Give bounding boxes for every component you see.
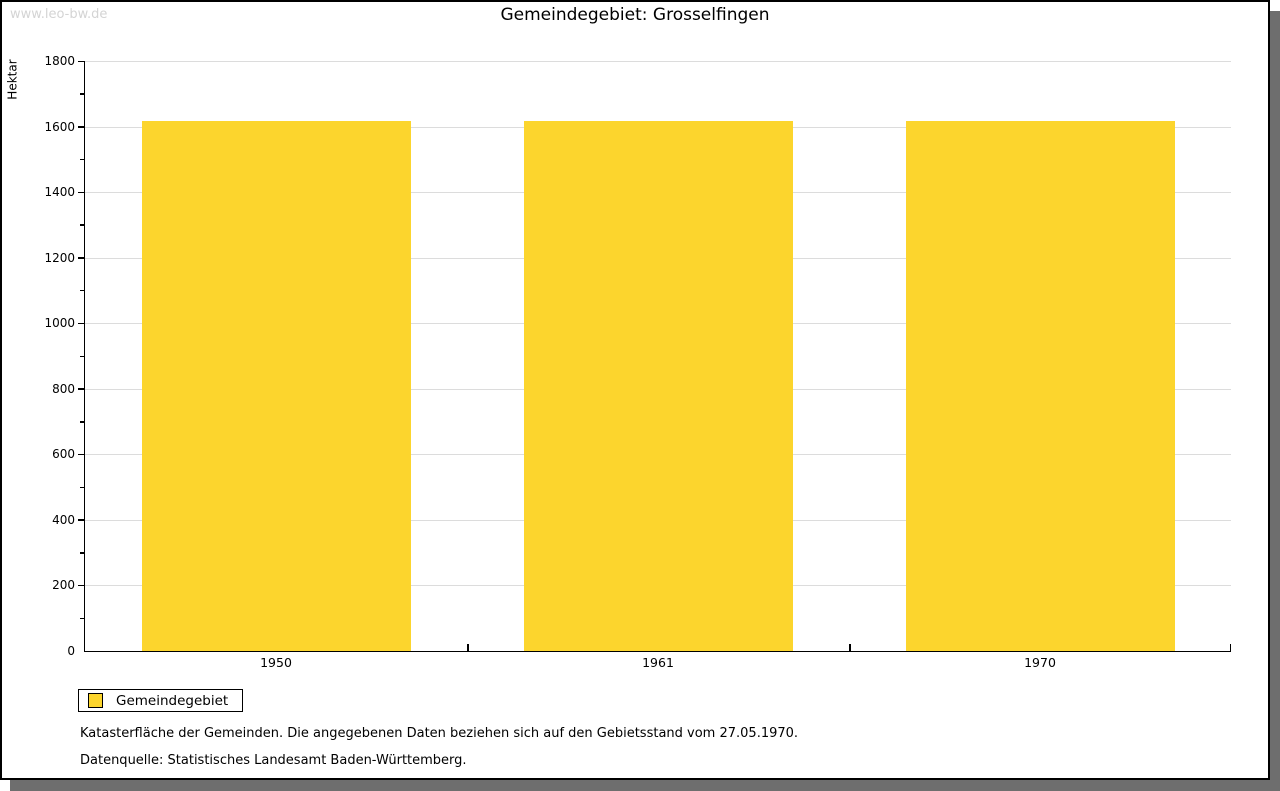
y-tick-1400 [78, 191, 85, 194]
bar-1961 [523, 121, 793, 651]
y-minor-tick-700 [80, 421, 85, 423]
y-tick-200 [78, 584, 85, 587]
y-tick-label-200: 200 [52, 578, 75, 593]
bar-1970 [905, 121, 1175, 651]
watermark: www.leo-bw.de [10, 7, 108, 22]
y-tick-label-1200: 1200 [44, 250, 75, 265]
y-tick-800 [78, 388, 85, 390]
bar-1950 [141, 121, 411, 651]
y-tick-label-600: 600 [52, 447, 75, 462]
x-tick-label-1961: 1961 [642, 655, 674, 670]
y-minor-tick-100 [80, 617, 85, 620]
y-tick-400 [78, 519, 85, 521]
y-tick-label-1400: 1400 [44, 185, 75, 200]
y-tick-1200 [78, 257, 85, 259]
plot-area: 0 200 400 600 800 1000 1200 1400 1600 1800 1950 196… [44, 54, 1231, 670]
y-minor-tick-1100 [80, 289, 85, 292]
x-boundary-tick-1 [467, 644, 469, 651]
gridline-1800 [85, 61, 1231, 62]
y-tick-1600 [78, 126, 85, 128]
legend-label: Gemeindegebiet [116, 692, 229, 709]
legend-swatch [88, 693, 103, 708]
x-boundary-tick-2 [849, 644, 851, 651]
y-minor-tick-1700 [80, 93, 85, 95]
y-tick-label-1000: 1000 [44, 316, 75, 331]
y-tick-label-0: 0 [67, 644, 75, 658]
footnote-datasource: Datenquelle: Statistisches Landesamt Bad… [80, 753, 467, 768]
footnote-description: Katasterfläche der Gemeinden. Die angege… [80, 726, 799, 741]
y-minor-tick-900 [80, 355, 85, 357]
y-axis-label: Hektar [5, 59, 20, 100]
y-tick-600 [78, 453, 85, 456]
y-tick-label-800: 800 [52, 381, 75, 396]
y-tick-1000 [78, 322, 85, 325]
y-tick-1800 [78, 60, 85, 62]
y-minor-tick-500 [80, 486, 85, 489]
y-minor-tick-1300 [80, 224, 85, 226]
x-tick-label-1950: 1950 [260, 655, 292, 670]
x-axis-end-tick [1229, 644, 1231, 651]
legend: Gemeindegebiet [78, 689, 244, 712]
y-minor-tick-300 [80, 552, 85, 554]
y-tick-label-1800: 1800 [44, 54, 75, 68]
x-tick-label-1970: 1970 [1024, 655, 1056, 670]
y-minor-tick-1500 [80, 158, 85, 161]
chart-frame: www.leo-bw.de Gemeindegebiet: Grosselfin… [0, 0, 1270, 780]
chart-title: Gemeindegebiet: Grosselfingen [500, 5, 770, 25]
y-tick-label-1600: 1600 [44, 119, 75, 134]
y-tick-label-400: 400 [52, 512, 75, 527]
